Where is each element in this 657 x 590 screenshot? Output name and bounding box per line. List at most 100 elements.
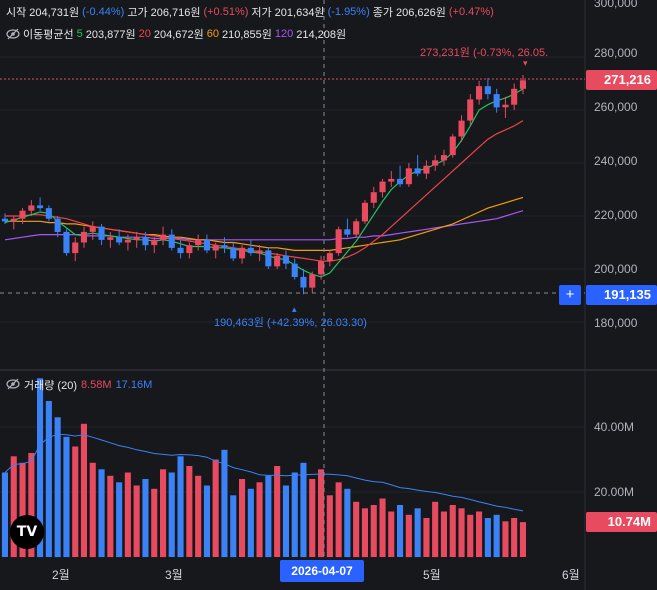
volume-tick: 40.00M (594, 420, 635, 434)
candle-body (291, 263, 298, 277)
volume-bar (142, 479, 149, 557)
volume-bar (247, 488, 254, 558)
price-tick: 260,000 (594, 100, 638, 114)
volume-bar (230, 495, 237, 558)
volume-bar (502, 521, 509, 558)
volume-bar (177, 456, 184, 558)
open-label: 시작 (6, 7, 27, 19)
time-label: 6월 (562, 568, 580, 582)
candle-body (265, 250, 272, 267)
volume-tick: 20.00M (594, 485, 635, 499)
candle-body (45, 208, 52, 219)
volume-bar (511, 518, 518, 557)
candle-body (502, 104, 509, 108)
ma-title: 이동평균선 (23, 29, 74, 41)
volume-bar (19, 462, 26, 558)
ma-legend[interactable]: 이동평균선 5 203,877원 20 204,672원 60 210,855원… (6, 26, 346, 42)
price-tick: 300,000 (594, 0, 638, 10)
volume-value-2: 17.16M (115, 379, 153, 391)
volume-bar (221, 449, 228, 558)
volume-bar (89, 462, 96, 558)
time-label: 5월 (423, 568, 441, 582)
low-change: (-1.95%) (327, 6, 370, 18)
ma20-period: 20 (138, 28, 151, 40)
volume-bar (203, 485, 210, 557)
candle-body (511, 88, 518, 105)
ma5-value: 203,877원 (85, 29, 136, 41)
candle-body (440, 155, 447, 161)
candle-body (397, 178, 404, 185)
candle-body (300, 276, 307, 288)
low-annotation: 190,463원 (+42.39%, 26.03.30) (214, 317, 367, 329)
candle-body (80, 231, 87, 243)
eye-icon[interactable] (6, 28, 20, 40)
candle-body (344, 229, 351, 235)
open-value: 204,731원 (29, 7, 80, 19)
candle-body (335, 229, 342, 254)
price-tick: 280,000 (594, 46, 638, 60)
candle-body (256, 250, 263, 254)
volume-legend[interactable]: 거래량 (20) 8.58M 17.16M (6, 377, 152, 393)
volume-bar (300, 462, 307, 558)
volume-bar (54, 417, 61, 558)
high-marker-arrow-icon: ▾ (523, 59, 528, 69)
volume-bar (414, 508, 421, 558)
ma20-line (5, 120, 524, 262)
candle-body (151, 239, 158, 246)
ma120-line (4, 210, 524, 241)
candle-body (493, 94, 500, 108)
candle-body (28, 205, 35, 211)
candlesticks (1, 74, 526, 295)
eye-icon[interactable] (6, 378, 20, 393)
volume-bar (195, 475, 202, 558)
volume-bar (335, 482, 342, 558)
tradingview-logo[interactable]: TV (10, 515, 44, 549)
price-tick: 180,000 (594, 316, 638, 330)
volume-bar (440, 511, 447, 557)
volume-bar (63, 436, 70, 558)
crosshair-date-tag: 2026-04-07 (280, 560, 364, 582)
ma5-period: 5 (76, 28, 83, 40)
volume-bar (423, 518, 430, 557)
candle-body (423, 165, 430, 174)
volume-bar (282, 485, 289, 557)
volume-bar (326, 495, 333, 558)
candle-body (467, 99, 474, 121)
volume-bar (309, 479, 316, 557)
volume-bar (467, 514, 474, 558)
volume-bar (45, 401, 52, 557)
ma60-value: 210,855원 (222, 29, 272, 41)
candle-body (72, 242, 79, 254)
volume-bar (10, 456, 17, 558)
price-tick: 220,000 (594, 208, 638, 222)
volume-bar (370, 505, 377, 557)
volume-bar (519, 522, 526, 557)
volume-bar (449, 505, 456, 557)
volume-bar (397, 505, 404, 557)
volume-bar (388, 511, 395, 557)
volume-bar (484, 518, 491, 557)
volume-bar (151, 488, 158, 558)
candle-body (405, 168, 412, 185)
candle-body (361, 202, 368, 222)
volume-bar (1, 472, 8, 557)
candle-body (282, 255, 289, 264)
low-value: 201,634원 (274, 7, 325, 19)
ma5-line (4, 88, 524, 278)
candle-body (247, 247, 254, 254)
volume-bar (361, 508, 368, 558)
close-value: 206,626원 (396, 7, 446, 19)
volume-bar (98, 469, 105, 558)
ma120-value: 214,208원 (296, 29, 347, 41)
candle-body (274, 255, 281, 267)
add-alert-button[interactable]: + (559, 285, 581, 305)
candle-body (432, 160, 439, 166)
volume-title: 거래량 (20) (24, 380, 77, 392)
candle-body (203, 239, 210, 251)
current-price-tag: 271,216 (586, 70, 657, 90)
open-change: (-0.44%) (82, 6, 125, 18)
ma20-value: 204,672원 (153, 29, 204, 41)
volume-bar (124, 472, 131, 557)
candle-body (326, 253, 333, 262)
